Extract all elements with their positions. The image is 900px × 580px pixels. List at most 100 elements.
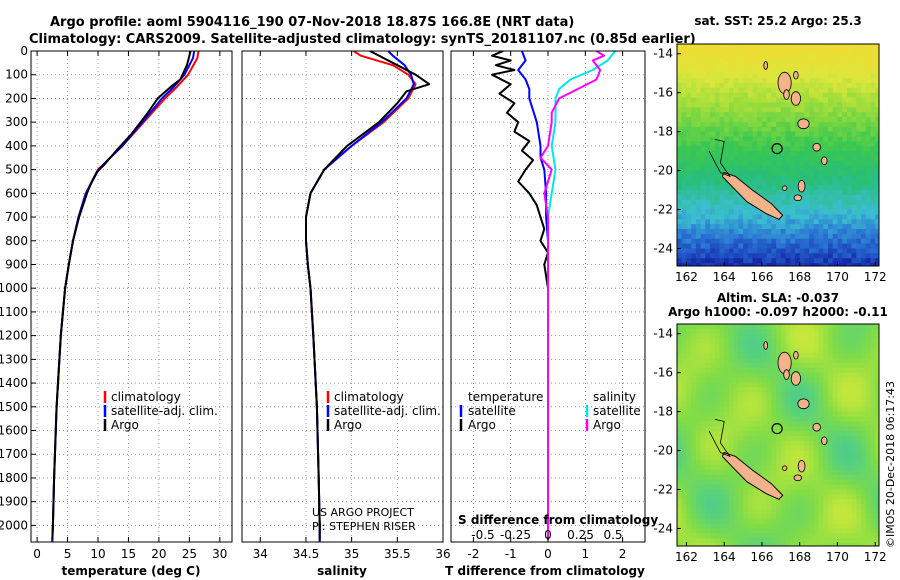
heatmap-cell bbox=[870, 328, 876, 335]
heatmap-cell bbox=[818, 440, 824, 447]
heatmap-cell bbox=[747, 387, 754, 393]
heatmap-cell bbox=[875, 372, 879, 379]
heatmap-cell bbox=[771, 431, 777, 437]
heatmap-cell bbox=[757, 209, 763, 215]
heatmap-cell bbox=[823, 455, 829, 461]
heatmap-cell bbox=[776, 470, 782, 476]
heatmap-cell bbox=[757, 436, 763, 442]
heatmap-cell bbox=[818, 499, 824, 505]
heatmap-cell bbox=[724, 243, 730, 250]
heatmap-cell bbox=[677, 518, 683, 525]
heatmap-cell bbox=[677, 484, 683, 491]
heatmap-cell bbox=[856, 136, 862, 142]
heatmap-cell bbox=[823, 513, 829, 520]
heatmap-cell bbox=[846, 117, 853, 123]
heatmap-cell bbox=[733, 367, 739, 374]
heatmap-cell bbox=[705, 460, 711, 466]
heatmap-cell bbox=[710, 243, 716, 250]
heatmap-cell bbox=[738, 126, 744, 133]
heatmap-cell bbox=[677, 238, 683, 245]
heatmap-cell bbox=[865, 504, 872, 510]
heatmap-cell bbox=[780, 543, 787, 546]
heatmap-cell bbox=[795, 499, 801, 505]
heatmap-cell bbox=[785, 146, 791, 152]
heatmap-cell bbox=[714, 382, 721, 388]
heatmap-cell bbox=[681, 538, 687, 544]
heatmap-cell bbox=[865, 63, 872, 69]
heatmap-cell bbox=[861, 358, 867, 364]
heatmap-cell bbox=[837, 328, 843, 335]
heatmap-cell bbox=[851, 87, 857, 94]
heatmap-cell bbox=[724, 82, 730, 89]
heatmap-cell bbox=[861, 543, 867, 546]
heatmap-cell bbox=[851, 436, 857, 442]
heatmap-cell bbox=[743, 377, 749, 384]
heatmap-cell bbox=[785, 58, 791, 65]
heatmap-cell bbox=[832, 63, 838, 69]
heatmap-cell bbox=[809, 484, 815, 491]
heatmap-cell bbox=[710, 160, 716, 167]
heatmap-cell bbox=[728, 513, 735, 520]
heatmap-cell bbox=[766, 44, 772, 50]
heatmap-cell bbox=[747, 431, 754, 437]
heatmap-cell bbox=[790, 338, 796, 345]
heatmap-cell bbox=[752, 121, 758, 128]
difference-series bbox=[491, 51, 616, 540]
heatmap-cell bbox=[823, 348, 829, 354]
heatmap-cell bbox=[757, 460, 763, 466]
heatmap-cell bbox=[743, 131, 749, 138]
heatmap-cell bbox=[875, 406, 879, 413]
heatmap-cell bbox=[865, 53, 872, 60]
heatmap-cell bbox=[865, 421, 872, 427]
heatmap-cell bbox=[686, 377, 692, 384]
heatmap-cell bbox=[695, 372, 702, 379]
heatmap-cell bbox=[804, 82, 810, 89]
heatmap-cell bbox=[804, 484, 810, 491]
heatmap-cell bbox=[804, 328, 810, 335]
heatmap-cell bbox=[728, 151, 735, 157]
heatmap-cell bbox=[861, 416, 867, 422]
heatmap-cell bbox=[743, 343, 749, 349]
heatmap-cell bbox=[799, 484, 805, 491]
heatmap-cell bbox=[813, 338, 820, 345]
heatmap-cell bbox=[832, 126, 838, 133]
heatmap-cell bbox=[875, 44, 879, 50]
heatmap-cell bbox=[818, 87, 824, 94]
heatmap-cell bbox=[818, 53, 824, 60]
heatmap-cell bbox=[766, 387, 772, 393]
heatmap-cell bbox=[738, 421, 744, 427]
heatmap-cell bbox=[865, 136, 872, 142]
heatmap-cell bbox=[818, 328, 824, 335]
heatmap-cell bbox=[813, 523, 820, 530]
heatmap-cell bbox=[856, 165, 862, 172]
heatmap-cell bbox=[813, 436, 820, 442]
heatmap-cell bbox=[832, 387, 838, 393]
heatmap-cell bbox=[700, 499, 706, 505]
heatmap-cell bbox=[837, 377, 843, 384]
heatmap-cell bbox=[837, 348, 843, 354]
heatmap-cell bbox=[832, 175, 838, 181]
heatmap-cell bbox=[700, 209, 706, 215]
heatmap-cell bbox=[724, 387, 730, 393]
heatmap-cell bbox=[714, 204, 721, 211]
heatmap-cell bbox=[804, 406, 810, 413]
heatmap-cell bbox=[714, 117, 721, 123]
heatmap-cell bbox=[728, 333, 735, 340]
heatmap-cell bbox=[785, 107, 791, 113]
heatmap-cell bbox=[861, 518, 867, 525]
heatmap-cell bbox=[686, 170, 692, 177]
heatmap-cell bbox=[842, 194, 848, 201]
heatmap-cell bbox=[851, 73, 857, 79]
heatmap-cell bbox=[851, 238, 857, 245]
heatmap-cell bbox=[813, 499, 820, 505]
heatmap-cell bbox=[733, 131, 739, 138]
heatmap-cell bbox=[691, 121, 697, 128]
heatmap-cell bbox=[856, 348, 862, 354]
heatmap-cell bbox=[691, 333, 697, 340]
heatmap-cell bbox=[733, 518, 739, 525]
heatmap-cell bbox=[785, 333, 791, 340]
heatmap-cell bbox=[677, 170, 683, 177]
heatmap-cell bbox=[851, 445, 857, 452]
heatmap-cell bbox=[799, 78, 805, 84]
heatmap-cell bbox=[705, 348, 711, 354]
